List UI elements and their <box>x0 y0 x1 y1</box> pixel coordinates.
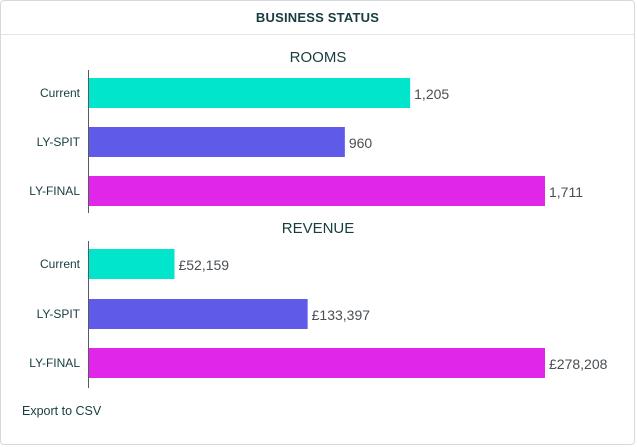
revenue-bar-ly-final <box>89 348 545 378</box>
rooms-value-label-current: 1,205 <box>414 86 449 102</box>
revenue-category-label-ly-final: LY-FINAL <box>29 356 80 370</box>
rooms-chart-title: ROOMS <box>290 49 347 66</box>
rooms-bar-current <box>89 78 411 108</box>
rooms-category-label-ly-spit: LY-SPIT <box>37 135 81 149</box>
rooms-category-label-current: Current <box>40 86 81 100</box>
revenue-bar-current <box>89 249 175 279</box>
revenue-value-label-ly-spit: £133,397 <box>312 307 371 323</box>
revenue-category-label-current: Current <box>40 257 81 271</box>
panel-header: BUSINESS STATUS <box>1 1 634 35</box>
export-to-csv-link[interactable]: Export to CSV <box>22 404 102 418</box>
revenue-chart: REVENUE Current £52,159 LY-SPIT £133,397 LY-F… <box>29 220 608 388</box>
revenue-value-label-ly-final: £278,208 <box>549 356 608 372</box>
panel-title: BUSINESS STATUS <box>255 10 380 25</box>
revenue-value-label-current: £52,159 <box>178 257 229 273</box>
rooms-value-label-ly-spit: 960 <box>349 135 373 151</box>
rooms-bar-ly-final <box>89 176 545 206</box>
rooms-chart: ROOMS Current 1,205 LY-SPIT 960 LY-FINAL 1,711 <box>29 49 583 213</box>
rooms-value-label-ly-final: 1,711 <box>549 184 583 200</box>
revenue-bar-ly-spit <box>89 299 308 329</box>
revenue-chart-title: REVENUE <box>282 220 355 237</box>
rooms-category-label-ly-final: LY-FINAL <box>29 184 80 198</box>
revenue-category-label-ly-spit: LY-SPIT <box>37 307 81 321</box>
rooms-bar-ly-spit <box>89 127 345 157</box>
